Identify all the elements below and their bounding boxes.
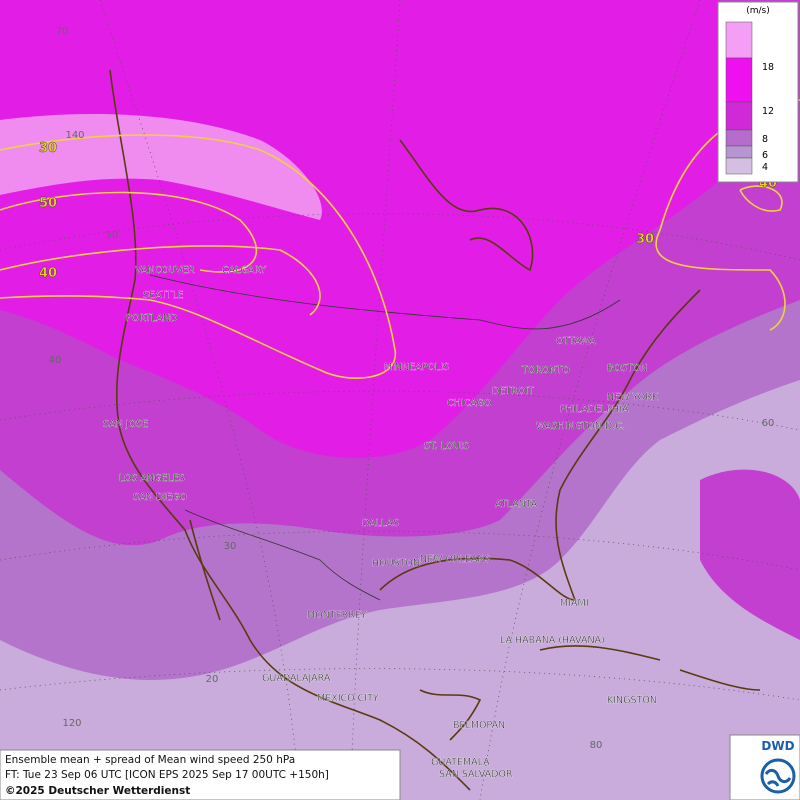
city-label: NEW YORK [607, 392, 659, 403]
legend-level: 4 [762, 162, 768, 173]
contour-label: 50 [39, 196, 57, 211]
graticule-label: 50 [106, 230, 119, 241]
graticule-label: 140 [65, 130, 84, 141]
copyright: ©2025 Deutscher Wetterdienst [5, 785, 190, 797]
legend-level: 18 [762, 62, 774, 73]
borders [149, 274, 621, 601]
legend-swatch [725, 21, 753, 59]
city-label: VANCOUVER [135, 265, 195, 276]
graticule-label: 70 [56, 26, 69, 37]
caption-box [0, 749, 401, 800]
city-label: SAN DIEGO [133, 492, 187, 503]
city-label: WASHINGTON D.C. [536, 421, 625, 432]
city-label: ATLANTA [495, 499, 538, 510]
legend-unit: (m/s) [746, 6, 770, 16]
city-label: MEXICO CITY [317, 693, 379, 704]
field-low [590, 566, 760, 708]
contour-label: 30 [636, 232, 654, 247]
contour-label: 30 [39, 141, 57, 156]
graticule-label: 60 [762, 418, 775, 429]
city-label: LOS ANGELES [119, 473, 185, 484]
legend-swatch [725, 157, 753, 175]
legend-level: 8 [762, 134, 768, 145]
legend-level: 12 [762, 106, 774, 117]
graticule-label: 40 [49, 355, 62, 366]
city-label: DETROIT [492, 386, 534, 397]
contour-label: 40 [39, 266, 57, 281]
city-label: MINNEAPOLIS [384, 362, 449, 373]
caption-line: Ensemble mean + spread of Mean wind spee… [5, 754, 295, 766]
city-label: GUATEMALA [431, 757, 490, 768]
city-label: SAN JOSE [103, 419, 148, 430]
city-label: CHICAGO [447, 398, 491, 409]
city-label: PORTLAND [126, 313, 177, 324]
field-peak [0, 114, 322, 220]
city-label: SEATTLE [143, 290, 184, 301]
legend-swatch [725, 129, 753, 147]
city-label: SAN SALVADOR [439, 769, 513, 780]
city-label: LA HABANA (HAVANA) [500, 635, 605, 646]
legend-swatch [725, 57, 753, 103]
city-label: PHILADELPHIA [560, 404, 629, 415]
city-label: CALGARY [222, 265, 266, 276]
city-label: KINGSTON [607, 695, 657, 706]
caption-line: FT: Tue 23 Sep 06 UTC [ICON EPS 2025 Sep… [5, 769, 329, 781]
legend-levels: 18 12 8 64 [762, 62, 774, 173]
city-label: BOSTON [607, 363, 647, 374]
city-label: ST. LOUIS [424, 441, 469, 452]
legend: (m/s) 18 12 8 64 [717, 1, 799, 183]
graticule-label: 120 [62, 718, 81, 729]
city-label: HOUSTON [372, 558, 420, 569]
logo-emblem [760, 758, 796, 794]
city-label: MONTERREY [307, 610, 367, 621]
labels: VANCOUVER CALGARY SEATTLE PORTLAND MINNEAPOL… [39, 26, 777, 780]
legend-swatch [725, 145, 753, 159]
graticule-label: 30 [224, 541, 237, 552]
legend-swatch [725, 101, 753, 131]
graticule-label: 20 [206, 674, 219, 685]
city-label: MIAMI [560, 598, 589, 609]
coastlines [109, 69, 761, 791]
city-label: BELMOPAN [453, 720, 505, 731]
graticule-label: 80 [590, 740, 603, 751]
city-label: TORONTO [521, 365, 570, 376]
field-high-atlantic [700, 469, 800, 640]
city-label: GUADALAJARA [262, 673, 331, 684]
city-label: NEW ORLEANS [420, 554, 491, 565]
logo-text: DWD [761, 739, 794, 753]
field-max [0, 0, 720, 459]
city-label: DALLAS [362, 518, 399, 529]
city-label: OTTAWA [556, 336, 596, 347]
legend-level: 6 [762, 150, 768, 161]
